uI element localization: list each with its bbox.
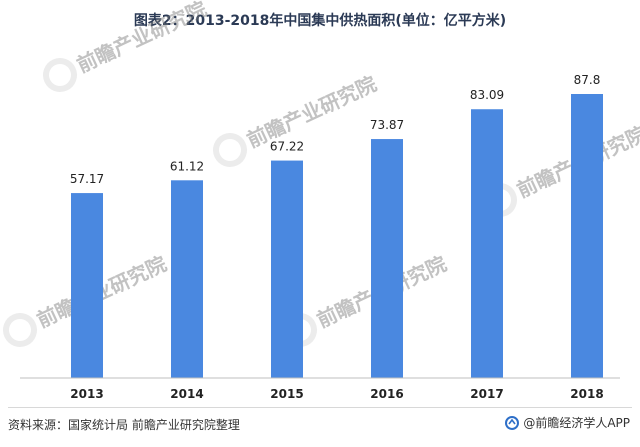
chart-title: 图表2：2013-2018年中国集中供热面积(单位：亿平方米): [133, 13, 507, 29]
value-label-2013: 57.17: [70, 172, 104, 186]
value-label-2015: 67.22: [270, 140, 304, 154]
brand-text: @前瞻经济学人APP: [523, 416, 630, 430]
x-tick-label-2018: 2018: [570, 387, 603, 401]
value-label-2018: 87.8: [574, 73, 601, 87]
x-tick-label-2015: 2015: [270, 387, 303, 401]
bar-2016: [371, 139, 403, 378]
x-tick-label-2016: 2016: [370, 387, 403, 401]
bar-chart: 前瞻产业研究院 前瞻产业研究院 前瞻产业研究院 前瞻产业研究院 前瞻产业研究院 …: [3, 0, 640, 401]
bar-2014: [171, 180, 203, 378]
brand: @前瞻经济学人APP: [505, 414, 630, 431]
footer-divider: [8, 407, 632, 408]
value-label-2014: 61.12: [170, 159, 204, 173]
value-label-2016: 73.87: [370, 118, 404, 132]
watermark-text: 前瞻产业研究院: [243, 72, 380, 153]
source-note: 资料来源：国家统计局 前瞻产业研究院整理: [8, 418, 240, 432]
bar-2018: [571, 94, 603, 378]
bar-2017: [471, 109, 503, 378]
x-tick-label-2013: 2013: [70, 387, 103, 401]
value-label-2017: 83.09: [470, 88, 504, 102]
x-tick-label-2017: 2017: [470, 387, 503, 401]
brand-logo-icon: [505, 415, 520, 430]
bar-2015: [271, 160, 303, 378]
x-tick-label-2014: 2014: [170, 387, 203, 401]
bar-2013: [71, 193, 103, 378]
watermark-text: 前瞻产业研究院: [73, 0, 210, 77]
